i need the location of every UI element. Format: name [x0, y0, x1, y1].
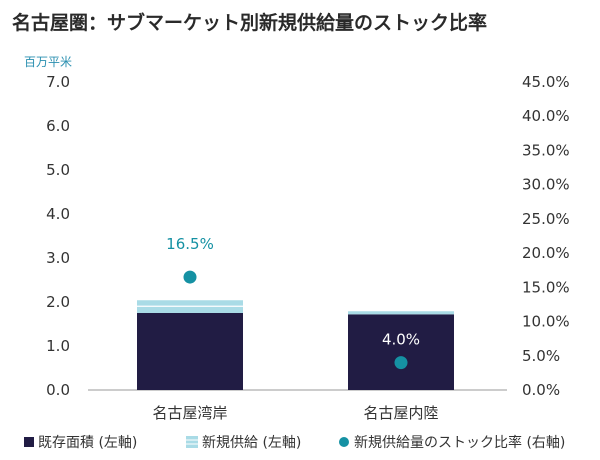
bar-new-supply — [348, 311, 454, 315]
ratio-point — [394, 356, 408, 370]
left-tick-label: 3.0 — [46, 249, 70, 267]
ratio-point — [183, 270, 197, 284]
right-tick-label: 35.0% — [522, 141, 570, 159]
bar-existing-area — [348, 314, 454, 390]
ratio-points: 16.5% 4.0% — [166, 235, 420, 370]
left-tick-label: 2.0 — [46, 293, 70, 311]
legend-label-existing: 既存面積 (左軸) — [38, 435, 137, 451]
left-tick-label: 5.0 — [46, 161, 70, 179]
right-tick-label: 20.0% — [522, 244, 570, 262]
right-tick-label: 15.0% — [522, 278, 570, 296]
left-axis-unit: 百万平米 — [24, 55, 72, 69]
category-labels: 名古屋湾岸 名古屋内陸 — [152, 404, 438, 422]
right-tick-label: 0.0% — [522, 381, 560, 399]
left-tick-label: 1.0 — [46, 337, 70, 355]
ratio-data-label: 16.5% — [166, 235, 214, 253]
legend-swatch-new — [186, 436, 198, 448]
category-label: 名古屋湾岸 — [152, 404, 227, 422]
chart-title: 名古屋圏：サブマーケット別新規供給量のストック比率 — [12, 12, 488, 34]
right-tick-label: 25.0% — [522, 210, 570, 228]
legend: 既存面積 (左軸) 新規供給 (左軸) 新規供給量のストック比率 (右軸) — [24, 434, 565, 451]
bar-existing-area — [137, 313, 243, 390]
legend-swatch-existing — [24, 437, 34, 447]
right-tick-label: 10.0% — [522, 313, 570, 331]
left-tick-label: 7.0 — [46, 73, 70, 91]
left-tick-label: 4.0 — [46, 205, 70, 223]
category-label: 名古屋内陸 — [363, 404, 438, 422]
ratio-data-label: 4.0% — [382, 331, 420, 349]
left-tick-label: 0.0 — [46, 381, 70, 399]
left-axis: 0.0 1.0 2.0 3.0 4.0 5.0 6.0 7.0 — [46, 73, 70, 399]
right-tick-label: 30.0% — [522, 176, 570, 194]
left-tick-label: 6.0 — [46, 117, 70, 135]
legend-label-new: 新規供給 (左軸) — [202, 435, 301, 451]
right-axis: 0.0% 5.0% 10.0% 15.0% 20.0% 25.0% 30.0% 35.0% 40… — [522, 73, 570, 399]
right-tick-label: 45.0% — [522, 73, 570, 91]
bars — [137, 300, 454, 390]
legend-label-ratio: 新規供給量のストック比率 (右軸) — [354, 434, 565, 451]
right-tick-label: 40.0% — [522, 107, 570, 125]
right-tick-label: 5.0% — [522, 347, 560, 365]
legend-swatch-ratio — [339, 437, 349, 447]
